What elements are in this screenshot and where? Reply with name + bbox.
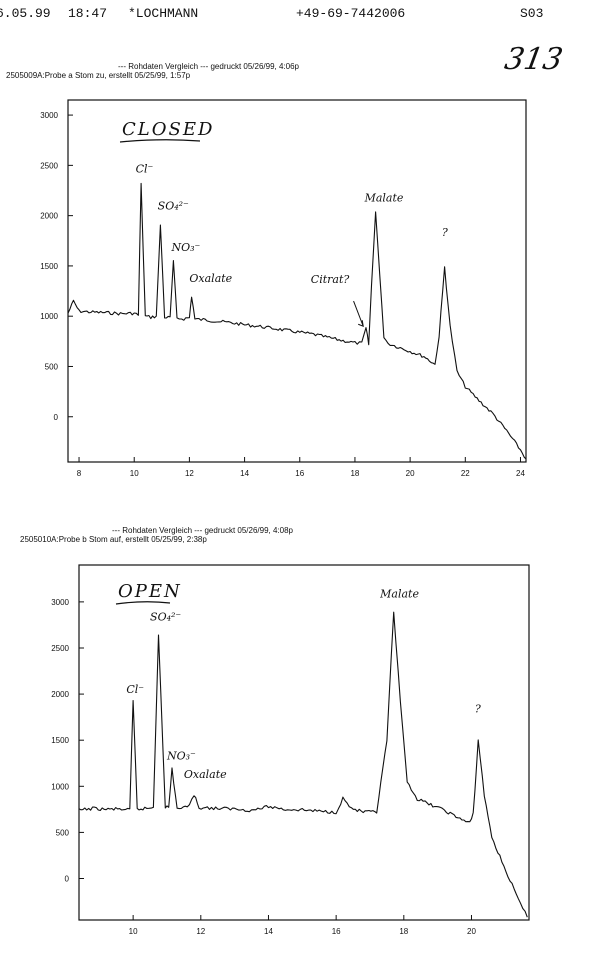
sample-info-1: 2505009A:Probe a Stom zu, erstellt 05/25… bbox=[6, 71, 191, 80]
y-tick-label: 3000 bbox=[51, 598, 69, 607]
x-tick-label: 10 bbox=[129, 927, 138, 936]
y-tick-label: 2000 bbox=[51, 690, 69, 699]
condition-label: OPEN bbox=[118, 581, 182, 602]
peak-annotation: Oxalate bbox=[184, 768, 227, 781]
x-tick-label: 18 bbox=[350, 469, 359, 478]
x-tick-label: 8 bbox=[77, 469, 82, 478]
x-tick-label: 12 bbox=[196, 927, 205, 936]
series-line bbox=[67, 182, 527, 460]
peak-annotation: Oxalate bbox=[189, 272, 232, 285]
fax-sender: *LOCHMANN bbox=[128, 6, 199, 21]
x-tick-label: 20 bbox=[467, 927, 476, 936]
peak-annotation: Cl⁻ bbox=[136, 162, 154, 175]
condition-underline bbox=[119, 139, 201, 143]
peak-annotation: SO₄²⁻ bbox=[158, 200, 189, 213]
y-tick-label: 3000 bbox=[40, 111, 58, 120]
plot-frame bbox=[78, 564, 530, 921]
condition-underline bbox=[115, 601, 171, 605]
y-tick-label: 0 bbox=[54, 413, 59, 422]
x-tick-label: 14 bbox=[240, 469, 249, 478]
fax-phone: +49-69-7442006 bbox=[296, 6, 406, 21]
annotation-arrow bbox=[353, 300, 364, 327]
y-tick-label: 0 bbox=[65, 875, 70, 884]
x-tick-label: 16 bbox=[332, 927, 341, 936]
page-number: 313 bbox=[501, 42, 566, 77]
x-tick-label: 10 bbox=[130, 469, 139, 478]
y-tick-label: 1000 bbox=[40, 312, 58, 321]
y-tick-label: 1500 bbox=[40, 262, 58, 271]
condition-label: CLOSED bbox=[122, 119, 214, 140]
peak-annotation: NO₃⁻ bbox=[170, 241, 200, 254]
y-tick-label: 500 bbox=[56, 828, 70, 837]
y-tick-label: 2000 bbox=[40, 212, 58, 221]
fax-header: 6.05.99 18:47 *LOCHMANN +49-69-7442006 S… bbox=[0, 0, 600, 26]
series-line bbox=[78, 611, 528, 918]
peak-annotation: ? bbox=[475, 703, 481, 716]
fax-date: 6.05.99 bbox=[0, 6, 51, 21]
chromatogram-open: 0 500 1000 1500 2000 2500 3000 10 12 14 16 18 20 OPEN… bbox=[51, 564, 530, 936]
y-tick-label: 2500 bbox=[51, 644, 69, 653]
peak-annotation: Cl⁻ bbox=[126, 683, 144, 696]
x-tick-label: 22 bbox=[461, 469, 470, 478]
y-tick-label: 500 bbox=[45, 362, 59, 371]
x-tick-label: 20 bbox=[406, 469, 415, 478]
plot-frame bbox=[67, 99, 527, 463]
fax-time: 18:47 bbox=[68, 6, 108, 21]
sample-info-2: 2505010A:Probe b Stom auf, erstellt 05/2… bbox=[20, 535, 207, 544]
y-tick-label: 1000 bbox=[51, 782, 69, 791]
x-tick-label: 14 bbox=[264, 927, 273, 936]
x-tick-label: 16 bbox=[295, 469, 304, 478]
print-header-2: --- Rohdaten Vergleich --- gedruckt 05/2… bbox=[112, 526, 293, 535]
y-tick-label: 1500 bbox=[51, 736, 69, 745]
print-header-1: --- Rohdaten Vergleich --- gedruckt 05/2… bbox=[118, 62, 299, 71]
peak-annotation: SO₄²⁻ bbox=[150, 610, 181, 623]
peak-annotation: ? bbox=[442, 226, 448, 239]
x-tick-label: 24 bbox=[516, 469, 525, 478]
chromatogram-closed: 0 500 1000 1500 2000 2500 3000 8 10 12 14 16 18 20 22 2… bbox=[40, 99, 527, 478]
x-tick-label: 18 bbox=[399, 927, 408, 936]
peak-annotation: NO₃⁻ bbox=[166, 750, 196, 763]
y-tick-label: 2500 bbox=[40, 161, 58, 170]
annotation-arrowhead bbox=[358, 320, 364, 328]
peak-annotation: Malate bbox=[379, 587, 419, 600]
peak-annotation: Malate bbox=[364, 192, 404, 205]
fax-page: S03 bbox=[520, 6, 544, 21]
peak-annotation: Citrat? bbox=[311, 273, 350, 286]
x-tick-label: 12 bbox=[185, 469, 194, 478]
